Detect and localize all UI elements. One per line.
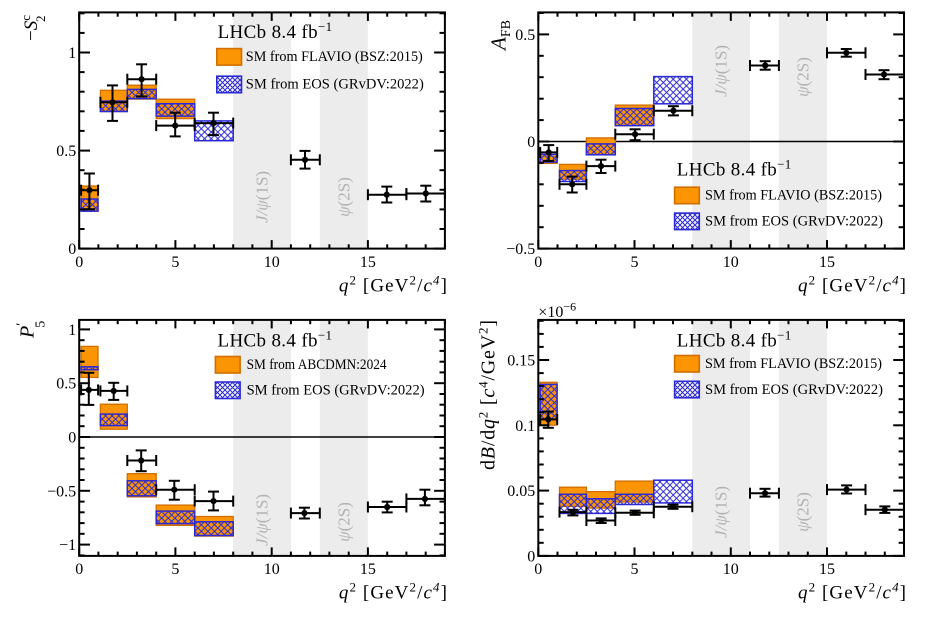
svg-text:P′5: P′ 5 xyxy=(15,321,49,339)
svg-text:ψ(2S): ψ(2S) xyxy=(794,492,813,532)
svg-text:−0.5: −0.5 xyxy=(506,241,535,258)
svg-text:LHCb 8.4 fb−1: LHCb 8.4 fb−1 xyxy=(677,157,792,181)
svg-text:ψ(2S): ψ(2S) xyxy=(794,57,813,97)
svg-text:q2 [GeV2/c4]: q2 [GeV2/c4] xyxy=(339,580,447,604)
svg-text:dB/dq2 [c4/GeV2]: dB/dq2 [c4/GeV2] xyxy=(476,320,500,470)
svg-text:−0.5: −0.5 xyxy=(47,483,76,500)
svg-text:AFB: AFB xyxy=(487,20,515,52)
svg-text:LHCb 8.4 fb−1: LHCb 8.4 fb−1 xyxy=(218,19,333,43)
svg-text:0: 0 xyxy=(68,241,76,258)
svg-text:0: 0 xyxy=(527,134,535,151)
svg-text:5: 5 xyxy=(631,254,639,271)
svg-text:LHCb 8.4 fb−1: LHCb 8.4 fb−1 xyxy=(677,328,792,352)
svg-text:LHCb 8.4 fb−1: LHCb 8.4 fb−1 xyxy=(218,328,333,352)
svg-text:1: 1 xyxy=(68,45,76,62)
svg-text:J/ψ(1S): J/ψ(1S) xyxy=(253,494,272,546)
svg-text:0: 0 xyxy=(534,561,542,578)
svg-text:10: 10 xyxy=(723,561,739,578)
svg-text:ψ(2S): ψ(2S) xyxy=(334,177,353,217)
svg-text:−Sc2: −Sc2 xyxy=(18,15,48,41)
svg-text:5: 5 xyxy=(171,561,179,578)
svg-text:0: 0 xyxy=(75,254,83,271)
svg-text:0.5: 0.5 xyxy=(56,376,76,393)
svg-text:5: 5 xyxy=(171,254,179,271)
svg-text:ψ(2S): ψ(2S) xyxy=(334,502,353,542)
svg-text:q2 [GeV2/c4]: q2 [GeV2/c4] xyxy=(798,580,906,604)
svg-text:0: 0 xyxy=(75,561,83,578)
svg-text:0: 0 xyxy=(527,548,535,565)
svg-text:q2 [GeV2/c4]: q2 [GeV2/c4] xyxy=(798,273,906,297)
svg-text:10: 10 xyxy=(264,254,280,271)
svg-text:10: 10 xyxy=(264,561,280,578)
svg-text:SM from FLAVIO (BSZ:2015): SM from FLAVIO (BSZ:2015) xyxy=(705,356,882,372)
svg-text:10: 10 xyxy=(723,254,739,271)
svg-text:0.1: 0.1 xyxy=(515,418,535,435)
svg-text:0.05: 0.05 xyxy=(507,483,535,500)
svg-text:J/ψ(1S): J/ψ(1S) xyxy=(712,486,731,538)
svg-text:−1: −1 xyxy=(59,537,76,554)
svg-text:15: 15 xyxy=(819,254,835,271)
svg-text:q2 [GeV2/c4]: q2 [GeV2/c4] xyxy=(339,273,447,297)
svg-text:1: 1 xyxy=(68,322,76,339)
svg-text:15: 15 xyxy=(360,561,376,578)
svg-text:15: 15 xyxy=(360,254,376,271)
svg-text:SM from EOS (GRvDV:2022): SM from EOS (GRvDV:2022) xyxy=(246,77,424,93)
svg-text:SM from FLAVIO (BSZ:2015): SM from FLAVIO (BSZ:2015) xyxy=(705,188,882,204)
svg-text:0.5: 0.5 xyxy=(515,27,535,44)
svg-text:SM from EOS (GRvDV:2022): SM from EOS (GRvDV:2022) xyxy=(705,382,883,398)
svg-text:0: 0 xyxy=(534,254,542,271)
svg-text:SM from ABCDMN:2024: SM from ABCDMN:2024 xyxy=(247,357,387,373)
svg-text:SM from EOS (GRvDV:2022): SM from EOS (GRvDV:2022) xyxy=(247,382,425,398)
svg-text:SM from EOS (GRvDV:2022): SM from EOS (GRvDV:2022) xyxy=(705,214,883,230)
svg-text:SM from FLAVIO (BSZ:2015): SM from FLAVIO (BSZ:2015) xyxy=(246,49,423,65)
svg-text:15: 15 xyxy=(819,561,835,578)
svg-text:5: 5 xyxy=(631,561,639,578)
svg-text:J/ψ(1S): J/ψ(1S) xyxy=(712,45,731,97)
svg-text:0.15: 0.15 xyxy=(507,353,535,370)
svg-text:0: 0 xyxy=(68,430,76,447)
svg-text:J/ψ(1S): J/ψ(1S) xyxy=(253,171,272,223)
svg-text:0.5: 0.5 xyxy=(56,143,76,160)
